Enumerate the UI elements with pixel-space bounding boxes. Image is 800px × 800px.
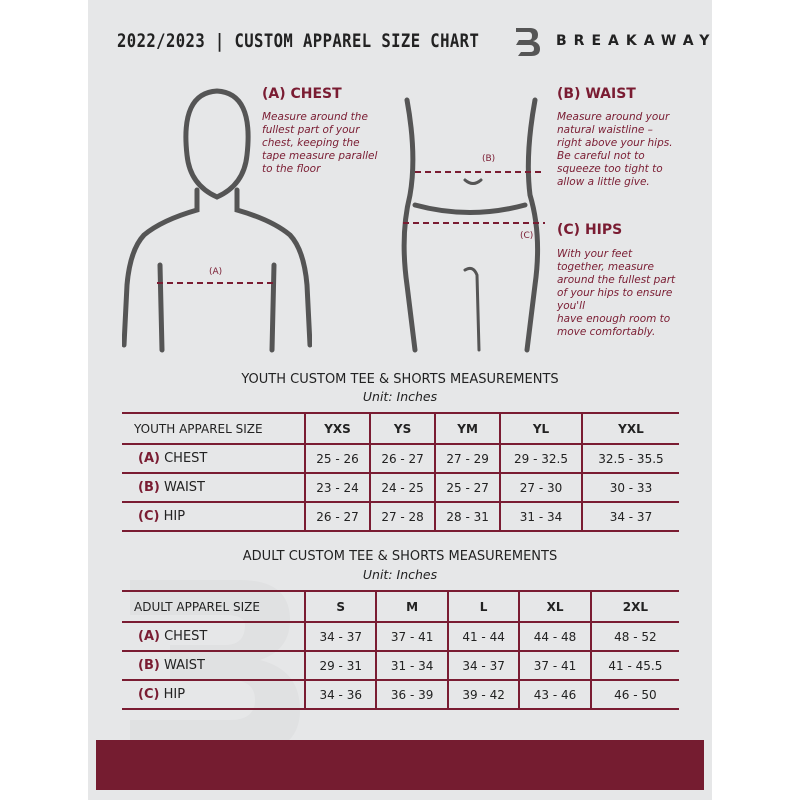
- cell: 34 - 37: [446, 650, 520, 681]
- chest-heading: (A) CHEST: [262, 86, 342, 102]
- row-label: (B) WAIST: [122, 472, 305, 503]
- waist-marker: (B): [482, 154, 496, 164]
- cell: 26 - 27: [303, 501, 371, 532]
- cell: 29 - 32.5: [499, 443, 582, 474]
- row-label: (A) CHEST: [122, 621, 305, 652]
- cell: 24 - 25: [369, 472, 436, 503]
- cell: 31 - 34: [375, 650, 448, 681]
- youth-table-unit: Unit: Inches: [362, 389, 438, 404]
- cell: 25 - 26: [303, 443, 371, 474]
- cell: 34 - 37: [580, 501, 679, 532]
- cell: 37 - 41: [518, 650, 591, 681]
- row-label: (C) HIP: [122, 679, 305, 710]
- brand-name: BREAKAWAY: [556, 33, 717, 49]
- size-header: S: [303, 590, 377, 623]
- youth-table-title: YOUTH CUSTOM TEE & SHORTS MEASUREMENTS: [241, 372, 559, 387]
- cell: 34 - 37: [303, 621, 377, 652]
- cell: 25 - 27: [434, 472, 501, 503]
- size-header: XL: [518, 590, 591, 623]
- row-letter: (C): [138, 509, 160, 524]
- size-label: YOUTH APPAREL SIZE: [122, 412, 305, 445]
- cell: 46 - 50: [589, 679, 679, 710]
- size-header: YXS: [303, 412, 371, 445]
- row-name: HIP: [163, 509, 186, 524]
- size-header: L: [446, 590, 520, 623]
- size-label: ADULT APPAREL SIZE: [122, 590, 305, 623]
- row-letter: (A): [138, 451, 160, 466]
- hips-heading: (C) HIPS: [557, 222, 623, 238]
- cell: 41 - 44: [446, 621, 520, 652]
- chest-instructions: Measure around the fullest part of your …: [262, 111, 378, 175]
- row-label: (A) CHEST: [122, 443, 305, 474]
- row-letter: (A): [138, 629, 160, 644]
- cell: 31 - 34: [499, 501, 582, 532]
- adult-table-title: ADULT CUSTOM TEE & SHORTS MEASUREMENTS: [242, 549, 558, 564]
- row-letter: (B): [138, 658, 160, 673]
- table-row: (A) CHEST 34 - 37 37 - 41 41 - 44 44 - 48 48 …: [122, 621, 679, 652]
- cell: 39 - 42: [446, 679, 520, 710]
- waist-instructions: Measure around your natural waistline – …: [557, 111, 673, 188]
- size-header: YXL: [580, 412, 679, 445]
- cell: 44 - 48: [518, 621, 591, 652]
- chest-figure-illustration: [122, 88, 312, 353]
- cell: 26 - 27: [369, 443, 436, 474]
- breakaway-logo-icon: [516, 28, 540, 56]
- row-name: WAIST: [163, 658, 206, 673]
- adult-size-table: ADULT APPAREL SIZE S M L XL 2XL (A) CHES…: [122, 590, 679, 710]
- row-name: CHEST: [164, 451, 208, 466]
- cell: 43 - 46: [518, 679, 591, 710]
- adult-table-unit: Unit: Inches: [362, 567, 438, 582]
- cell: 23 - 24: [303, 472, 371, 503]
- cell: 27 - 30: [499, 472, 582, 503]
- cell: 48 - 52: [589, 621, 679, 652]
- cell: 27 - 29: [434, 443, 501, 474]
- size-header: YS: [369, 412, 436, 445]
- size-header: 2XL: [589, 590, 679, 623]
- waist-heading: (B) WAIST: [557, 86, 636, 102]
- table-row: (B) WAIST 23 - 24 24 - 25 25 - 27 27 - 30 30 …: [122, 472, 679, 503]
- table-row: (C) HIP 26 - 27 27 - 28 28 - 31 31 - 34 34 - …: [122, 501, 679, 532]
- cell: 32.5 - 35.5: [580, 443, 679, 474]
- cell: 30 - 33: [580, 472, 679, 503]
- table-row: (A) CHEST 25 - 26 26 - 27 27 - 29 29 - 32.5 3…: [122, 443, 679, 474]
- cell: 36 - 39: [375, 679, 448, 710]
- row-letter: (C): [138, 687, 160, 702]
- hips-instructions: With your feet together, measure around …: [557, 248, 676, 338]
- cell: 34 - 36: [303, 679, 377, 710]
- row-name: HIP: [163, 687, 186, 702]
- size-header: YM: [434, 412, 501, 445]
- row-letter: (B): [138, 480, 160, 495]
- cell: 41 - 45.5: [589, 650, 679, 681]
- row-label: (C) HIP: [122, 501, 305, 532]
- row-name: CHEST: [164, 629, 208, 644]
- cell: 27 - 28: [369, 501, 436, 532]
- table-row: (C) HIP 34 - 36 36 - 39 39 - 42 43 - 46 46 - …: [122, 679, 679, 710]
- table-header-row: ADULT APPAREL SIZE S M L XL 2XL: [122, 590, 679, 623]
- size-header: YL: [499, 412, 582, 445]
- table-row: (B) WAIST 29 - 31 31 - 34 34 - 37 37 - 41 41 …: [122, 650, 679, 681]
- torso-figure-illustration: [401, 97, 545, 353]
- table-header-row: YOUTH APPAREL SIZE YXS YS YM YL YXL: [122, 412, 679, 445]
- footer-band: [96, 740, 704, 790]
- size-header: M: [375, 590, 448, 623]
- page-title: 2022/2023 | CUSTOM APPAREL SIZE CHART: [117, 30, 480, 52]
- hips-marker: (C): [520, 231, 534, 241]
- row-name: WAIST: [163, 480, 206, 495]
- cell: 29 - 31: [303, 650, 377, 681]
- cell: 37 - 41: [375, 621, 448, 652]
- youth-size-table: YOUTH APPAREL SIZE YXS YS YM YL YXL (A) …: [122, 412, 679, 532]
- row-label: (B) WAIST: [122, 650, 305, 681]
- chest-marker: (A): [209, 267, 223, 277]
- cell: 28 - 31: [434, 501, 501, 532]
